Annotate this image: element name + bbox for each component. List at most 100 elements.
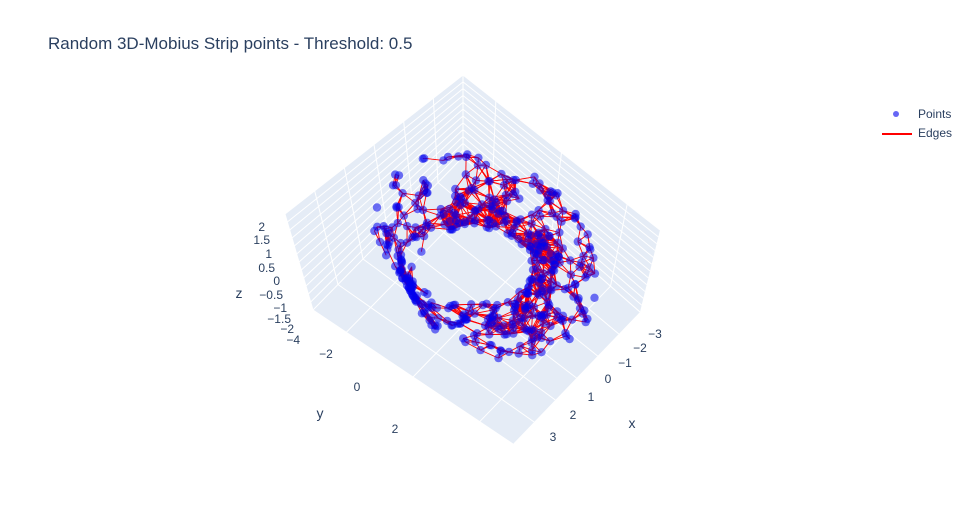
point-marker xyxy=(398,189,407,198)
z-tick-label: 1.5 xyxy=(253,233,270,247)
point-marker xyxy=(392,203,401,212)
z-axis-title: z xyxy=(236,285,243,301)
point-marker xyxy=(439,209,448,219)
point-marker xyxy=(411,198,420,207)
point-marker xyxy=(503,229,512,238)
point-marker xyxy=(488,317,497,326)
point-marker xyxy=(399,211,409,220)
axis-titles: x y z xyxy=(236,285,636,431)
point-marker xyxy=(464,186,474,195)
z-tick-label: −4 xyxy=(286,333,300,347)
point-marker xyxy=(426,223,436,232)
point-marker xyxy=(445,204,454,214)
point-marker xyxy=(474,153,483,162)
point-marker xyxy=(570,214,580,223)
point-marker xyxy=(528,265,538,274)
point-marker xyxy=(411,223,420,232)
y-tick-label: 0 xyxy=(354,380,361,394)
gridline-z xyxy=(305,136,464,287)
point-marker xyxy=(419,231,429,241)
point-marker xyxy=(567,315,577,324)
point-marker xyxy=(511,309,520,318)
point-marker xyxy=(545,300,554,310)
gridline-z xyxy=(462,129,647,286)
point-marker xyxy=(451,210,460,220)
legend-item-edges[interactable]: Edges xyxy=(880,124,952,143)
point-marker xyxy=(556,315,566,324)
point-marker xyxy=(467,300,476,309)
point-marker xyxy=(544,231,553,241)
point-marker xyxy=(423,181,432,190)
point-marker xyxy=(370,226,379,236)
point-marker xyxy=(482,299,491,308)
point-marker xyxy=(539,319,548,328)
x-tick-label: −1 xyxy=(618,356,632,370)
gridline-z xyxy=(462,81,659,238)
point-marker xyxy=(562,331,571,341)
point-marker xyxy=(512,218,521,227)
point-marker xyxy=(482,222,491,232)
point-marker xyxy=(590,293,599,302)
point-marker xyxy=(566,256,575,265)
x-tick-label: 0 xyxy=(605,372,612,386)
point-marker xyxy=(536,186,545,195)
point-marker xyxy=(483,215,492,225)
point-marker xyxy=(528,310,537,320)
point-marker xyxy=(528,179,537,188)
point-marker xyxy=(558,206,568,215)
point-marker xyxy=(553,238,562,247)
point-marker xyxy=(537,274,547,283)
point-marker xyxy=(573,237,582,246)
chart-title: Random 3D-Mobius Strip points - Threshol… xyxy=(48,34,413,53)
point-marker xyxy=(590,269,600,278)
point-marker xyxy=(504,347,514,357)
point-marker xyxy=(575,262,584,272)
point-marker xyxy=(431,325,440,334)
y-axis-title: y xyxy=(317,405,324,421)
gridline-z xyxy=(462,88,657,245)
point-marker xyxy=(388,181,398,190)
point-marker xyxy=(589,253,598,263)
gridline-z xyxy=(287,81,464,223)
point-marker xyxy=(547,277,556,286)
point-marker xyxy=(473,161,483,170)
point-marker xyxy=(581,317,590,327)
point-marker xyxy=(382,240,391,249)
point-marker xyxy=(485,330,494,339)
gridline-z xyxy=(298,115,464,263)
point-marker xyxy=(516,341,525,351)
point-marker xyxy=(583,230,592,239)
point-marker xyxy=(423,188,432,197)
point-marker xyxy=(476,345,485,355)
point-marker xyxy=(414,191,424,200)
point-marker xyxy=(509,329,518,338)
point-marker xyxy=(576,222,585,231)
point-marker xyxy=(502,196,512,206)
point-marker xyxy=(460,219,469,229)
point-marker xyxy=(586,245,595,254)
point-marker xyxy=(471,337,480,347)
point-marker xyxy=(382,251,391,260)
point-marker xyxy=(432,303,442,313)
point-marker xyxy=(530,172,539,181)
point-marker xyxy=(546,250,555,259)
legend-item-points[interactable]: Points xyxy=(880,105,952,124)
gridline-z xyxy=(284,74,464,215)
gridline-z xyxy=(300,122,464,271)
point-marker xyxy=(396,266,405,275)
z-tick-label: −1.5 xyxy=(267,312,291,326)
point-marker xyxy=(471,206,480,215)
gridline-z xyxy=(462,122,649,279)
point-marker xyxy=(515,287,524,296)
point-marker xyxy=(560,285,569,294)
point-marker xyxy=(407,262,416,271)
point-marker xyxy=(449,300,458,310)
point-marker xyxy=(523,283,533,292)
point-marker xyxy=(566,270,576,279)
x-tick-label: 1 xyxy=(588,390,595,404)
point-marker xyxy=(527,210,537,219)
point-marker xyxy=(487,202,497,211)
point-marker xyxy=(409,291,418,301)
point-marker xyxy=(426,313,436,322)
